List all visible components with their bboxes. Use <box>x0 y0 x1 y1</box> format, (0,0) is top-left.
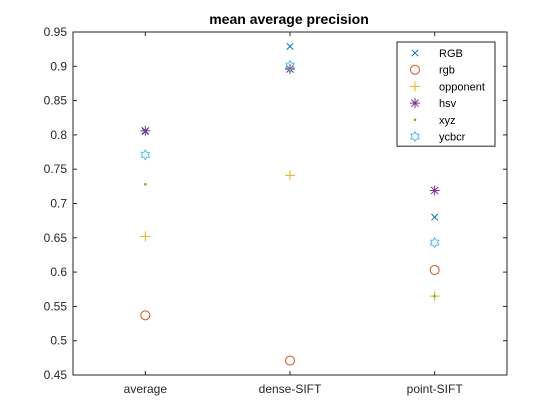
legend-box <box>396 41 496 147</box>
legend-marker-opponent <box>410 81 420 92</box>
x-tick-label: dense-SIFT <box>259 382 322 396</box>
data-point-opponent <box>140 231 151 242</box>
chart-title: mean average precision <box>209 11 369 27</box>
legend-marker-hsv <box>410 98 420 109</box>
legend-marker-rgb <box>411 49 419 57</box>
y-tick-label: 0.85 <box>44 94 68 108</box>
data-point-ycbcr <box>429 236 440 249</box>
legend-marker-xyz <box>413 118 417 122</box>
y-tick-label: 0.65 <box>44 231 68 245</box>
legend-label: rgb <box>439 65 455 77</box>
y-tick-label: 0.45 <box>44 368 68 382</box>
data-point-xyz <box>433 294 436 298</box>
data-point-hsv <box>285 64 295 75</box>
legend-label: xyz <box>439 115 456 127</box>
y-tick-label: 0.95 <box>44 25 68 39</box>
legend-label: RGB <box>439 48 463 60</box>
legend-marker-rgb <box>410 64 420 75</box>
y-tick-label: 0.55 <box>44 299 68 313</box>
data-point-ycbcr <box>285 59 295 72</box>
legend-label: hsv <box>439 98 457 110</box>
data-point-rgb <box>431 213 439 221</box>
data-point-rgb <box>140 310 151 321</box>
data-point-rgb <box>429 265 440 276</box>
data-point-hsv <box>140 125 151 136</box>
y-tick-label: 0.6 <box>50 265 67 279</box>
y-tick-label: 0.7 <box>50 197 67 211</box>
y-tick-label: 0.8 <box>50 128 67 142</box>
legend-label: ycbcr <box>439 132 466 144</box>
x-tick-label: average <box>124 382 168 396</box>
y-tick-label: 0.5 <box>50 334 67 348</box>
data-point-ycbcr <box>140 149 151 161</box>
legend: RGB rgb opponent hsv xyz ycbcr <box>396 41 496 147</box>
data-point-hsv <box>429 185 440 196</box>
data-point-opponent <box>285 170 295 181</box>
legend-marker-ycbcr <box>410 130 420 143</box>
legend-label: opponent <box>439 81 485 93</box>
data-point-rgb <box>285 355 295 366</box>
y-tick-label: 0.9 <box>50 59 67 73</box>
data-point-rgb <box>286 42 294 50</box>
y-tick-label: 0.75 <box>44 162 68 176</box>
data-point-xyz <box>144 182 147 186</box>
x-tick-label: point-SIFT <box>407 382 464 396</box>
